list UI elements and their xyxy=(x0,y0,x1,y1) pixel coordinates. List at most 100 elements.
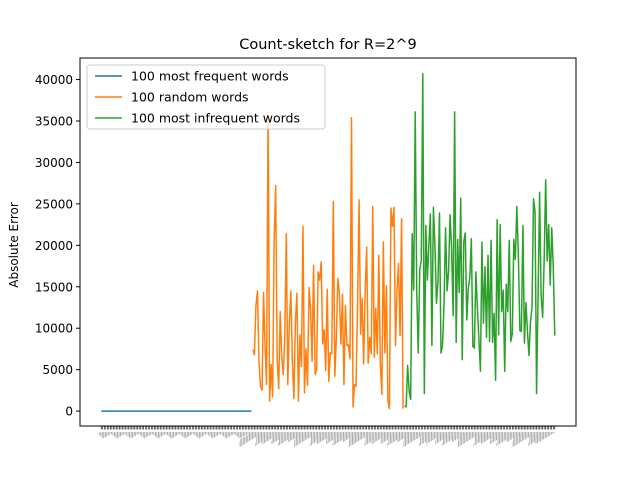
x-tick-label xyxy=(236,431,244,437)
x-tick-label xyxy=(513,431,525,440)
x-tick-label xyxy=(193,431,197,435)
x-tick-label xyxy=(527,431,551,446)
x-tick-label xyxy=(112,431,117,435)
x-tick-label xyxy=(309,431,332,446)
x-tick-label xyxy=(167,431,175,436)
x-tick-label xyxy=(441,431,464,446)
x-tick-label xyxy=(419,431,437,443)
x-tick-label xyxy=(528,431,545,442)
x-tick-label xyxy=(184,431,196,439)
x-tick-label xyxy=(529,431,542,440)
x-tick-label xyxy=(220,431,225,435)
x-tick-label xyxy=(126,431,134,436)
x-tick-label xyxy=(496,431,517,445)
x-tick-label xyxy=(402,431,426,447)
x-tick-label xyxy=(221,431,226,435)
x-tick-label xyxy=(441,431,463,445)
x-tick-label xyxy=(239,431,254,441)
x-tick-label xyxy=(180,431,187,436)
x-tick-label xyxy=(261,431,282,445)
y-tick-label: 40000 xyxy=(35,73,73,87)
x-tick-label xyxy=(271,431,288,443)
x-tick-label xyxy=(182,431,191,437)
x-tick-label xyxy=(458,431,472,441)
x-tick-label xyxy=(365,431,379,441)
x-tick-label xyxy=(473,431,493,444)
x-tick-label xyxy=(349,431,361,440)
x-tick-label xyxy=(332,431,351,443)
x-tick-label xyxy=(420,431,431,439)
x-tick-label xyxy=(212,431,223,439)
x-tick-label xyxy=(255,431,273,443)
x-tick-label xyxy=(496,431,516,444)
x-tick-label xyxy=(98,431,103,435)
x-tick-label xyxy=(234,431,240,435)
y-tick-label: 25000 xyxy=(35,197,73,211)
x-tick-label xyxy=(365,431,376,439)
x-tick-label xyxy=(396,431,413,442)
x-tick-label xyxy=(152,431,158,435)
x-tick-label xyxy=(127,431,135,437)
x-tick-label xyxy=(387,431,408,445)
series-lines xyxy=(101,73,556,412)
y-tick-label: 20000 xyxy=(35,239,73,253)
x-tick-label xyxy=(419,431,434,441)
x-tick-label xyxy=(195,431,202,436)
x-tick-label xyxy=(513,431,527,441)
x-tick-label xyxy=(528,431,546,443)
x-tick-label xyxy=(310,431,326,442)
series-line-3 xyxy=(404,73,556,408)
x-tick-label xyxy=(194,431,200,436)
x-tick-label xyxy=(434,431,455,445)
y-tick-label: 35000 xyxy=(35,114,73,128)
x-tick-label xyxy=(140,431,147,436)
x-tick-label xyxy=(179,431,184,435)
x-tick-label xyxy=(139,431,146,436)
x-tick-label xyxy=(332,431,354,445)
legend-label: 100 most frequent words xyxy=(131,69,289,84)
x-tick-label xyxy=(348,431,370,446)
y-tick-label: 30000 xyxy=(35,156,73,170)
x-tick-label xyxy=(386,431,410,446)
x-tick-label xyxy=(97,431,102,435)
x-tick-label xyxy=(442,431,458,442)
x-tick-label xyxy=(381,431,395,441)
x-tick-label xyxy=(143,431,155,439)
x-tick-label xyxy=(236,431,243,436)
x-tick-label xyxy=(211,431,222,438)
x-tick-label xyxy=(180,431,185,435)
x-tick-label xyxy=(152,431,156,435)
x-tick-label xyxy=(114,431,123,437)
x-tick-label xyxy=(157,431,169,439)
x-tick-label xyxy=(155,431,164,437)
x-tick-label xyxy=(403,431,420,443)
legend-box xyxy=(86,64,326,130)
x-tick-label xyxy=(196,431,205,437)
x-tick-label xyxy=(435,431,452,443)
x-tick-label xyxy=(208,431,214,436)
x-tick-label xyxy=(182,431,190,437)
x-tick-label xyxy=(209,431,217,437)
x-tick-label xyxy=(512,431,530,443)
x-tick-label xyxy=(310,431,328,443)
x-tick-label xyxy=(535,431,555,445)
x-tick-label xyxy=(473,431,492,443)
x-tick-label xyxy=(238,431,249,438)
x-tick-label xyxy=(198,431,210,439)
x-tick-label xyxy=(309,431,329,444)
x-tick-label xyxy=(138,431,143,435)
x-tick-label xyxy=(114,431,122,437)
x-tick-label xyxy=(156,431,167,438)
x-tick-label xyxy=(278,431,293,441)
x-tick-label xyxy=(239,431,251,439)
x-tick-label xyxy=(255,431,275,444)
x-tick-label xyxy=(419,431,433,440)
x-tick-label xyxy=(125,431,131,435)
x-tick-label xyxy=(535,431,552,443)
x-tick-label xyxy=(113,431,120,436)
x-tick-label xyxy=(287,431,304,442)
x-tick-label xyxy=(326,431,343,443)
x-tick-label xyxy=(239,431,257,443)
x-tick-label xyxy=(442,431,457,441)
